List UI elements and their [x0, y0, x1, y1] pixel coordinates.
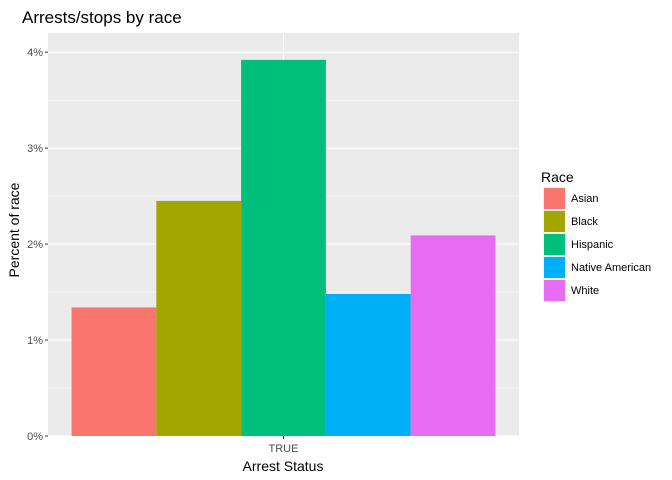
- bar-asian: [71, 307, 157, 436]
- legend-label: Black: [571, 216, 598, 228]
- x-axis: TRUE: [269, 436, 299, 455]
- bar-white: [410, 235, 496, 436]
- x-axis-title: Arrest Status: [243, 458, 324, 474]
- legend-label: White: [571, 285, 599, 297]
- bar-native-american: [325, 293, 411, 436]
- legend-label: Hispanic: [571, 239, 614, 251]
- plot-panel: [48, 33, 519, 437]
- y-axis-title: Percent of race: [6, 182, 22, 277]
- legend-swatch: [544, 280, 565, 301]
- legend-swatch: [544, 257, 565, 278]
- y-tick-label: 1%: [27, 335, 43, 347]
- y-tick-label: 3%: [27, 143, 43, 155]
- y-tick-label: 2%: [27, 239, 43, 251]
- legend-label: Asian: [571, 193, 599, 205]
- bar-black: [156, 200, 242, 436]
- chart-title: Arrests/stops by race: [22, 8, 182, 27]
- legend-swatch: [544, 211, 565, 232]
- legend-title: Race: [541, 169, 574, 185]
- y-tick-label: 0%: [27, 431, 43, 443]
- bar-hispanic: [241, 59, 326, 436]
- legend: Race Asian Black Hispanic Native American Wh…: [541, 169, 651, 302]
- y-tick-label: 4%: [27, 47, 43, 59]
- legend-label: Native American: [571, 262, 651, 274]
- legend-swatch: [544, 234, 565, 255]
- legend-swatch: [544, 188, 565, 209]
- x-tick-label: TRUE: [269, 443, 299, 455]
- y-axis: 0% 1% 2% 3% 4%: [27, 47, 48, 443]
